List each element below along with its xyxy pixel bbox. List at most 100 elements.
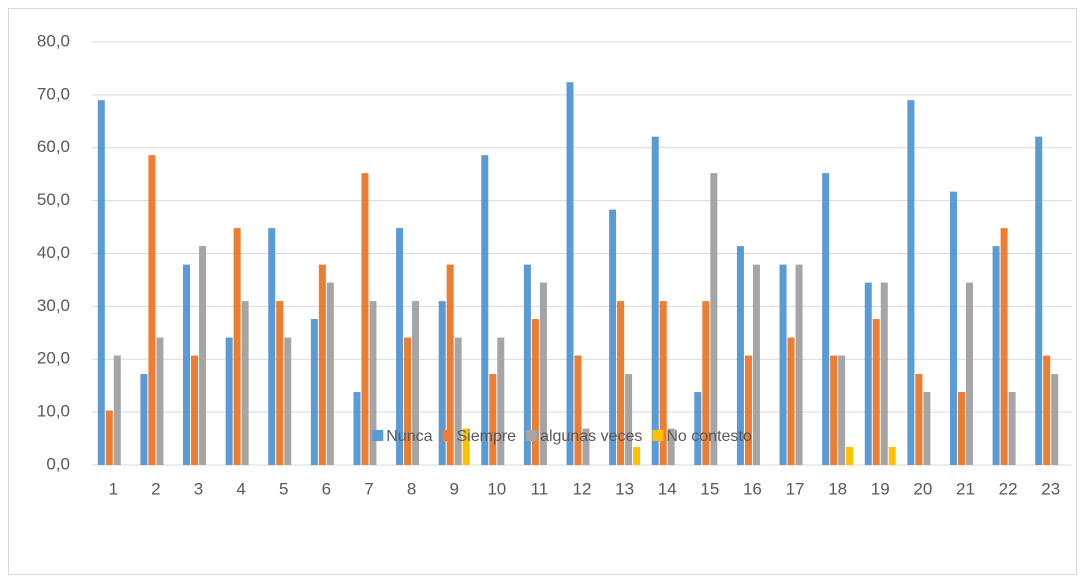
bar [846, 447, 854, 465]
bar [310, 319, 318, 465]
x-tick-label: 2 [151, 479, 160, 498]
bar [779, 264, 787, 465]
y-tick-label: 60,0 [37, 137, 70, 156]
bar [625, 374, 633, 465]
bar [872, 319, 880, 465]
bar [353, 392, 361, 465]
bar [140, 374, 148, 465]
bar [497, 337, 505, 465]
x-tick-label: 20 [913, 479, 932, 498]
legend-label: algunas veces [540, 428, 642, 445]
legend-label: Nunca [386, 428, 432, 445]
legend: Nunca Siempre algunas veces No contesto [372, 428, 752, 445]
bar [659, 301, 667, 465]
y-tick-label: 0,0 [46, 454, 70, 473]
x-tick-label: 1 [109, 479, 118, 498]
bar [830, 355, 838, 465]
bar [183, 264, 191, 465]
bar [864, 282, 872, 465]
bar [574, 355, 582, 465]
bar [1035, 136, 1043, 466]
bar [396, 228, 404, 465]
bar [276, 301, 284, 465]
bar [923, 392, 931, 465]
bar [965, 282, 973, 465]
bar [651, 136, 659, 466]
bar [489, 374, 497, 465]
bar [1043, 355, 1051, 465]
bar [957, 392, 965, 465]
x-tick-label: 17 [786, 479, 805, 498]
bar [523, 264, 531, 465]
x-tick-label: 21 [956, 479, 975, 498]
y-tick-label: 40,0 [37, 243, 70, 262]
bar [148, 155, 156, 465]
x-tick-label: 23 [1041, 479, 1060, 498]
bar [284, 337, 292, 465]
x-tick-label: 12 [573, 479, 592, 498]
y-tick-label: 30,0 [37, 296, 70, 315]
bar [702, 301, 710, 465]
bar [838, 355, 846, 465]
bar [191, 355, 199, 465]
bar [736, 246, 744, 465]
bar [446, 264, 454, 465]
x-tick-label: 15 [700, 479, 719, 498]
bar [404, 337, 412, 465]
bar [539, 282, 547, 465]
bar [787, 337, 795, 465]
bar [369, 301, 377, 465]
bar [609, 209, 617, 465]
bar [462, 428, 470, 465]
x-tick-label: 4 [236, 479, 245, 498]
bar [907, 100, 915, 465]
x-tick-label: 16 [743, 479, 762, 498]
y-tick-label: 70,0 [37, 84, 70, 103]
y-tick-label: 20,0 [37, 349, 70, 368]
x-tick-label: 3 [194, 479, 203, 498]
legend-label: Siempre [456, 428, 516, 445]
bar [888, 447, 896, 465]
x-tick-label: 7 [364, 479, 373, 498]
bar [694, 392, 702, 465]
x-tick-label: 13 [615, 479, 634, 498]
bar [1051, 374, 1059, 465]
bar [438, 301, 446, 465]
legend-label: No contesto [666, 428, 751, 445]
bar [199, 246, 207, 465]
bar [582, 428, 590, 465]
bar [992, 246, 1000, 465]
bar [915, 374, 923, 465]
bar [744, 355, 752, 465]
bar [752, 264, 760, 465]
bar [531, 319, 539, 465]
y-tick-label: 50,0 [37, 190, 70, 209]
x-tick-label: 6 [322, 479, 331, 498]
x-tick-label: 8 [407, 479, 416, 498]
bar [326, 282, 334, 465]
bar [1008, 392, 1016, 465]
bar [617, 301, 625, 465]
legend-swatch [442, 430, 454, 441]
bar [268, 228, 276, 465]
bar [412, 301, 420, 465]
bar [225, 337, 233, 465]
bar [318, 264, 326, 465]
bar [105, 410, 113, 465]
bar [667, 428, 675, 465]
bar [233, 228, 241, 465]
bar [454, 337, 462, 465]
y-tick-label: 80,0 [37, 31, 70, 50]
x-tick-label: 5 [279, 479, 288, 498]
x-tick-label: 9 [449, 479, 458, 498]
bar [1000, 228, 1008, 465]
bar [822, 173, 830, 465]
bar [361, 173, 369, 465]
x-tick-label: 22 [999, 479, 1018, 498]
bar [880, 282, 888, 465]
bar [710, 173, 718, 465]
x-tick-label: 11 [531, 479, 549, 498]
x-tick-label: 10 [487, 479, 506, 498]
bar [156, 337, 164, 465]
